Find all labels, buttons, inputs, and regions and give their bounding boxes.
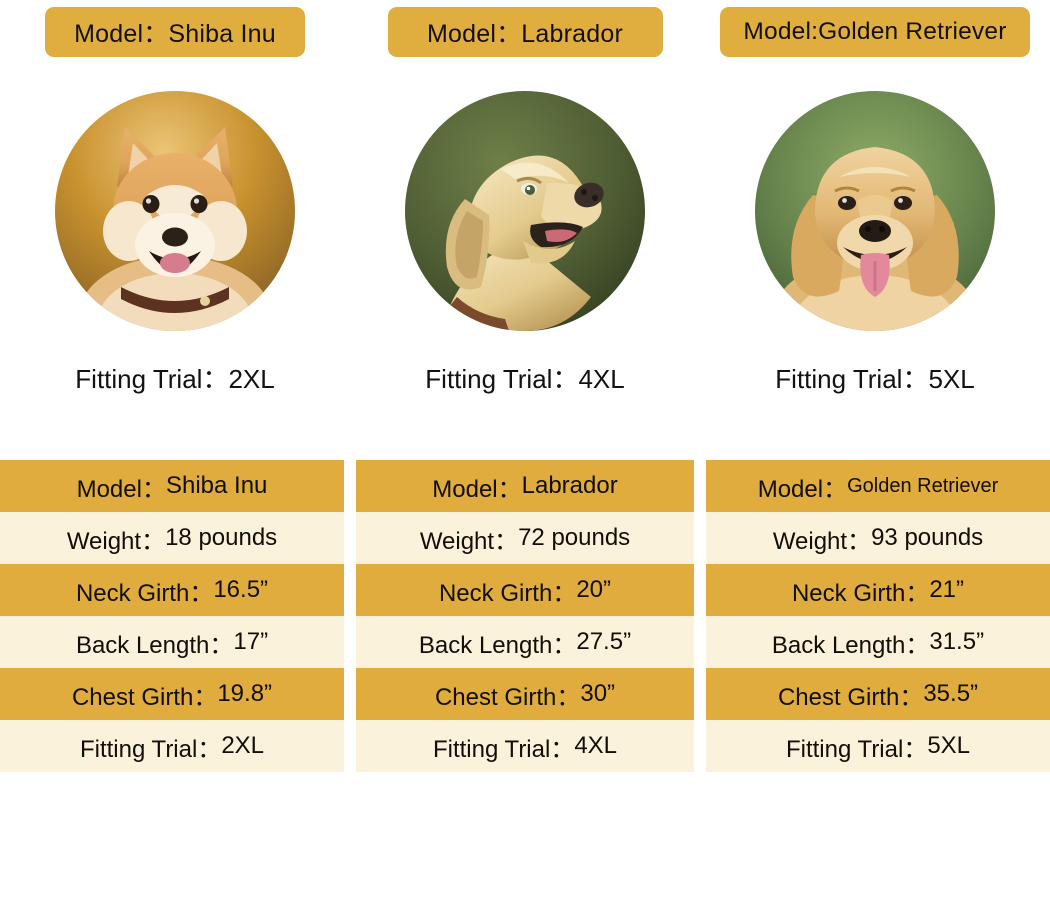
spec-row: Fitting Trial： 2XL [0,720,344,772]
spec-value: 5XL [927,732,971,759]
spec-table-shiba: Model： Shiba Inu Weight： 18 pounds Neck Gi… [0,460,344,906]
spec-row: Neck Girth： 20” [356,564,694,616]
spec-row: Chest Girth： 19.8” [0,668,344,720]
spec-row: Back Length： 17” [0,616,344,668]
spec-key: Weight： [772,527,872,555]
spec-key: Chest Girth： [777,683,924,711]
spec-value: 21” [929,576,965,603]
breed-card-row: Model：Shiba Inu [0,0,1050,430]
spec-row: Weight： 18 pounds [0,512,344,564]
spec-tables: Model： Shiba Inu Weight： 18 pounds Neck Gi… [0,460,1050,906]
spec-value: 19.8” [217,680,273,707]
spec-key: Back Length： [771,631,930,659]
spec-row: Weight： 93 pounds [706,512,1050,564]
spec-value: 31.5” [929,628,985,655]
spec-value: 30” [580,680,616,707]
spec-row: Neck Girth： 16.5” [0,564,344,616]
fitting-trial-caption-shiba: Fitting Trial：2XL [75,364,275,394]
spec-key: Back Length： [418,631,577,659]
spec-row: Neck Girth： 21” [706,564,1050,616]
breed-header-pill-golden: Model:Golden Retriever [720,7,1030,57]
spec-value: 93 pounds [871,524,984,551]
breed-card-shiba: Model：Shiba Inu [0,0,350,430]
spec-value: Shiba Inu [165,472,268,499]
labrador-portrait-photo [405,91,645,331]
spec-key: Neck Girth： [791,579,930,607]
spec-value: 27.5” [576,628,632,655]
spec-value: 17” [233,628,269,655]
spec-row: Model： Shiba Inu [0,460,344,512]
spec-table-golden: Model： Golden Retriever Weight： 93 pounds … [706,460,1050,906]
spec-key: Model： [432,475,522,503]
spec-key: Model： [757,475,848,503]
spec-key: Fitting Trial： [79,735,222,763]
spec-value: Labrador [521,472,618,499]
spec-key: Neck Girth： [75,579,214,607]
spec-value: 2XL [221,732,265,759]
breed-card-golden: Model:Golden Retriever [700,0,1050,430]
spec-key: Chest Girth： [71,683,218,711]
spec-row: Back Length： 31.5” [706,616,1050,668]
spec-value: Golden Retriever [847,474,999,497]
spec-key: Fitting Trial： [785,735,928,763]
breed-header-pill-labrador: Model：Labrador [387,7,663,57]
spec-key: Back Length： [75,631,234,659]
spec-row: Model： Golden Retriever [706,460,1050,512]
golden-retriever-portrait-photo [755,91,995,331]
spec-value: 16.5” [213,576,269,603]
spec-key: Weight： [419,527,519,555]
spec-row: Chest Girth： 35.5” [706,668,1050,720]
spec-row: Weight： 72 pounds [356,512,694,564]
breed-card-labrador: Model：Labrador [350,0,700,430]
spec-key: Model： [76,475,166,503]
spec-row: Model： Labrador [356,460,694,512]
spec-key: Fitting Trial： [432,735,575,763]
spec-key: Chest Girth： [434,683,581,711]
breed-header-pill-shiba: Model：Shiba Inu [45,7,305,57]
fitting-trial-caption-golden: Fitting Trial：5XL [775,364,975,394]
shiba-inu-portrait-photo [55,91,295,331]
spec-value: 20” [576,576,612,603]
spec-value: 4XL [574,732,618,759]
spec-row: Back Length： 27.5” [356,616,694,668]
spec-table-labrador: Model： Labrador Weight： 72 pounds Neck Gir… [356,460,694,906]
spec-key: Neck Girth： [438,579,577,607]
spec-key: Weight： [66,527,166,555]
spec-row: Chest Girth： 30” [356,668,694,720]
fitting-trial-caption-labrador: Fitting Trial：4XL [425,364,625,394]
spec-value: 35.5” [923,680,979,707]
spec-row: Fitting Trial： 5XL [706,720,1050,772]
spec-row: Fitting Trial： 4XL [356,720,694,772]
spec-value: 18 pounds [165,524,278,551]
spec-value: 72 pounds [518,524,631,551]
